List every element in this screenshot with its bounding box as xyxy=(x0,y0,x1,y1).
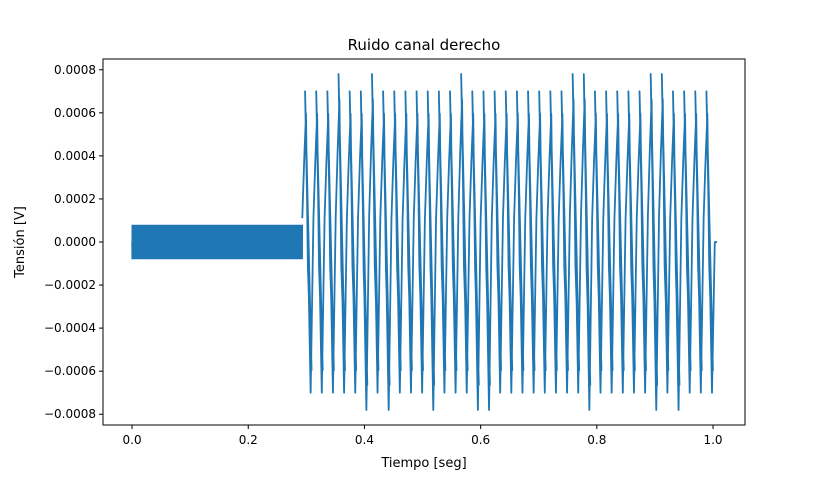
x-tick-label: 0.2 xyxy=(239,433,258,447)
y-tick-label: 0.0008 xyxy=(54,63,96,77)
y-tick-label: −0.0008 xyxy=(44,407,96,421)
x-tick-label: 0.8 xyxy=(587,433,606,447)
series-noise-segment xyxy=(131,224,304,260)
y-tick-label: −0.0002 xyxy=(44,278,96,292)
x-tick-label: 0.0 xyxy=(123,433,142,447)
y-axis-label: Tensión [V] xyxy=(13,206,28,279)
y-tick-label: 0.0006 xyxy=(54,106,96,120)
x-axis-label: Tiempo [seg] xyxy=(380,456,466,471)
y-tick-label: 0.0004 xyxy=(54,149,96,163)
x-tick-label: 0.6 xyxy=(471,433,490,447)
x-tick-label: 1.0 xyxy=(703,433,722,447)
y-tick-label: −0.0006 xyxy=(44,364,96,378)
y-tick-label: 0.0002 xyxy=(54,192,96,206)
series-oscillation-segment xyxy=(301,73,718,411)
x-tick-label: 0.4 xyxy=(355,433,374,447)
y-axis: −0.0008 −0.0006 −0.0004 −0.0002 0.0000 0.0002… xyxy=(44,63,103,421)
chart-title: Ruido canal derecho xyxy=(348,36,501,54)
plot-area xyxy=(131,73,718,411)
y-tick-label: −0.0004 xyxy=(44,321,96,335)
x-axis: 0.0 0.2 0.4 0.6 0.8 1.0 xyxy=(123,425,723,447)
y-tick-label: 0.0000 xyxy=(54,235,96,249)
